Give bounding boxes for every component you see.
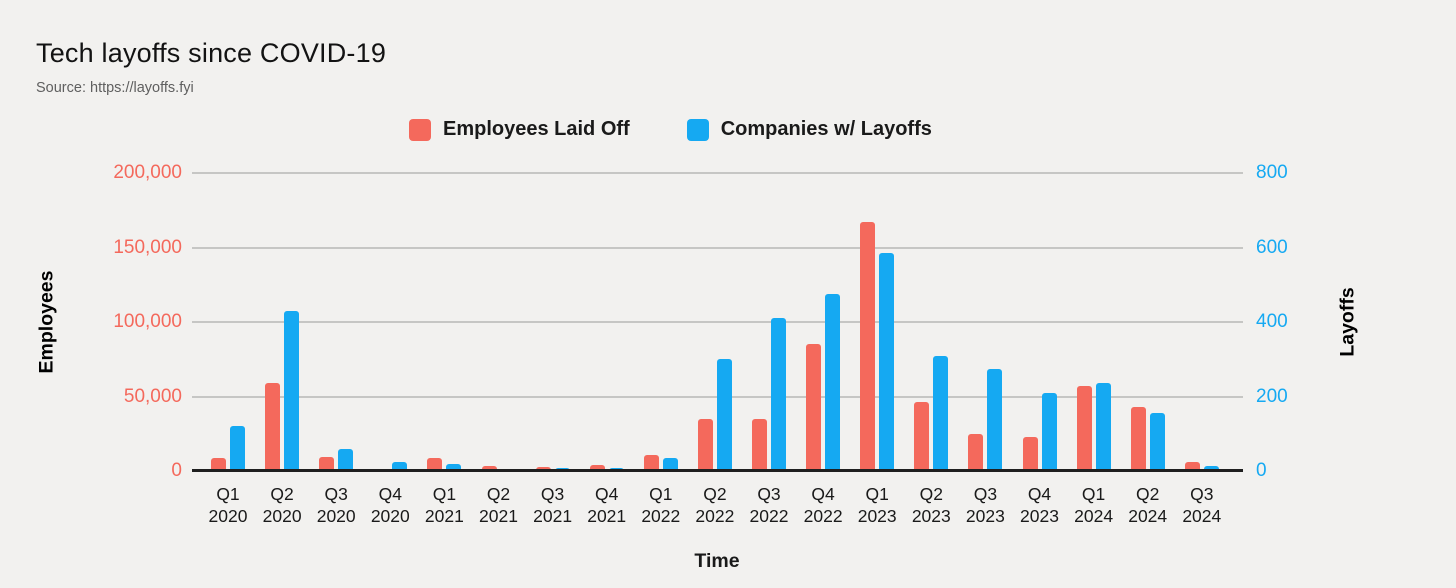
x-axis-tick-label-q3-2022: Q3 2022 [749, 484, 789, 526]
x-axis-line [192, 469, 1243, 472]
bar-employees-q2-2022 [697, 418, 713, 471]
bar-companies-q4-2023 [1041, 392, 1057, 471]
bar-companies-q4-2020 [392, 461, 408, 471]
bar-group-q2-2020 [265, 173, 300, 471]
page-title: Tech layoffs since COVID-19 [36, 38, 387, 68]
bar-employees-q4-2021 [589, 465, 605, 471]
bar-employees-q4-2022 [806, 344, 822, 471]
bar-group-q4-2023 [1022, 173, 1057, 471]
bar-companies-q1-2023 [879, 253, 895, 471]
bar-employees-q2-2024 [1130, 406, 1146, 471]
x-axis-tick-label-q1-2020: Q1 2020 [208, 484, 248, 526]
bar-employees-q3-2023 [968, 433, 984, 471]
bar-group-q1-2020 [211, 173, 245, 471]
bar-group-q4-2022 [806, 173, 841, 471]
bar-group-q4-2020 [373, 173, 408, 471]
bar-companies-q1-2022 [662, 457, 678, 471]
right-axis-tick-label: 600 [1256, 236, 1288, 258]
left-axis-tick-label: 50,000 [123, 385, 182, 407]
bar-employees-q1-2021 [427, 458, 443, 471]
x-axis-tick-label-q2-2024: Q2 2024 [1128, 484, 1168, 526]
bar-employees-q3-2022 [752, 418, 767, 471]
left-axis-tick-label: 0 [171, 460, 182, 481]
right-axis-title: Layoffs [1336, 287, 1359, 357]
bar-employees-q1-2023 [860, 222, 876, 471]
bar-employees-q3-2020 [319, 456, 335, 471]
bar-group-q3-2022 [752, 173, 786, 471]
bar-group-q2-2024 [1130, 173, 1165, 471]
bar-group-q2-2021 [481, 173, 516, 471]
right-axis-tick-label: 800 [1256, 162, 1288, 183]
bar-companies-q4-2022 [825, 294, 841, 471]
x-axis-tick-label-q4-2021: Q4 2021 [587, 484, 627, 526]
x-axis-tick-label-q1-2023: Q1 2023 [857, 484, 897, 526]
x-axis-tick-label-q2-2022: Q2 2022 [695, 484, 735, 526]
x-axis-tick-label-q1-2021: Q1 2021 [424, 484, 464, 526]
bar-group-q3-2024 [1184, 173, 1219, 471]
gridline [192, 321, 1243, 323]
source-caption: Source: https://layoffs.fyi [36, 80, 194, 96]
bar-companies-q2-2022 [716, 359, 732, 471]
x-axis-tick-label-q4-2020: Q4 2020 [370, 484, 410, 526]
gridline [192, 172, 1243, 174]
bar-companies-q1-2021 [446, 463, 462, 471]
plot-area [192, 172, 1243, 472]
employees-swatch-icon [409, 118, 431, 141]
bar-group-q4-2021 [589, 173, 624, 471]
bar-group-q1-2024 [1076, 173, 1111, 471]
bar-group-q3-2021 [535, 173, 570, 471]
left-axis-tick-label: 200,000 [113, 162, 182, 183]
x-axis-title: Time [694, 550, 740, 572]
bar-employees-q1-2020 [211, 457, 226, 471]
bar-employees-q3-2024 [1184, 462, 1200, 471]
left-axis-title: Employees [35, 270, 58, 374]
x-axis-tick-label-q3-2020: Q3 2020 [316, 484, 356, 526]
bar-companies-q2-2023 [933, 355, 949, 471]
bar-employees-q1-2022 [643, 455, 659, 471]
right-axis-tick-label: 200 [1256, 385, 1288, 407]
bar-group-q1-2023 [860, 173, 895, 471]
left-axis-tick-label: 150,000 [113, 236, 182, 258]
x-axis-tick-label-q1-2022: Q1 2022 [641, 484, 681, 526]
x-axis-tick-label-q1-2024: Q1 2024 [1074, 484, 1114, 526]
legend-label-employees: Employees Laid Off [443, 118, 630, 140]
x-axis-tick-label-q2-2023: Q2 2023 [911, 484, 951, 526]
bar-employees-q2-2023 [914, 402, 930, 471]
companies-swatch-icon [686, 118, 709, 141]
bar-companies-q2-2020 [284, 310, 300, 471]
bar-companies-q3-2023 [987, 368, 1003, 471]
x-axis-tick-label-q2-2020: Q2 2020 [262, 484, 302, 526]
x-axis-tick-label-q3-2023: Q3 2023 [965, 484, 1005, 526]
bar-group-q2-2023 [914, 173, 949, 471]
bar-group-q1-2022 [643, 173, 678, 471]
legend-label-companies: Companies w/ Layoffs [720, 118, 932, 140]
bar-companies-q2-2024 [1149, 413, 1165, 471]
x-axis-tick-label-q3-2024: Q3 2024 [1182, 484, 1222, 526]
bar-employees-q2-2021 [481, 465, 497, 471]
left-axis-tick-label: 100,000 [113, 311, 182, 332]
bar-companies-q1-2024 [1095, 383, 1111, 471]
gridline [192, 246, 1243, 249]
right-axis-tick-label: 0 [1256, 460, 1267, 481]
bar-group-q1-2021 [427, 173, 462, 471]
bar-companies-q1-2020 [230, 426, 245, 471]
chart-legend: Employees Laid Off Companies w/ Layoffs [409, 118, 932, 141]
legend-item-employees: Employees Laid Off [409, 118, 630, 141]
bar-employees-q1-2024 [1076, 386, 1092, 471]
x-axis-tick-label-q4-2023: Q4 2023 [1020, 484, 1059, 526]
bar-group-q3-2020 [319, 173, 354, 471]
bar-group-q2-2022 [697, 173, 732, 471]
bar-companies-q3-2024 [1203, 466, 1219, 471]
bar-group-q3-2023 [968, 173, 1003, 471]
x-axis-tick-label-q3-2021: Q3 2021 [533, 484, 573, 526]
right-axis-tick-label: 400 [1256, 311, 1288, 332]
x-axis-tick-label-q4-2022: Q4 2022 [803, 484, 843, 526]
bar-companies-q3-2022 [771, 318, 786, 471]
bar-employees-q4-2023 [1022, 436, 1038, 471]
x-axis-tick-label-q2-2021: Q2 2021 [479, 484, 518, 526]
bar-employees-q2-2020 [265, 383, 281, 471]
bar-companies-q3-2020 [338, 448, 354, 471]
legend-item-companies: Companies w/ Layoffs [686, 118, 932, 141]
